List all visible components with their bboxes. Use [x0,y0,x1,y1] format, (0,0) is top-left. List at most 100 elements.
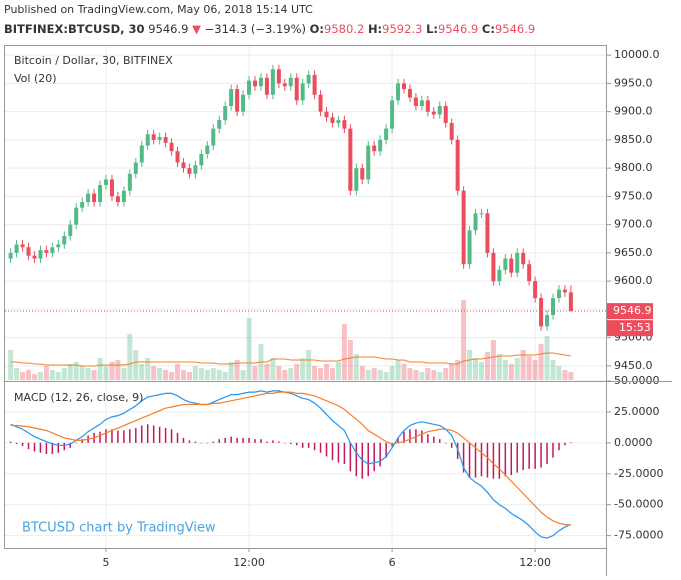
symbol-line: BITFINEX:BTCUSD, 30 9546.9 ▼ −314.3 (−3.… [4,22,535,36]
histogram-bar [248,437,250,443]
volume-bar [347,340,353,380]
candle-body [527,264,532,282]
countdown-label: 15:53 [619,321,651,334]
histogram-bar [510,442,513,476]
histogram-bar [439,439,441,443]
histogram-bar [146,424,149,443]
histogram-bar [51,442,54,454]
histogram-bar [39,442,42,453]
x-tick-label: 5 [103,556,110,569]
histogram-bar [182,437,185,443]
volume-bar [556,366,562,380]
volume-bar [61,368,67,380]
volume-bar [163,370,169,380]
macd-pane-title: MACD (12, 26, close, 9) [14,391,143,404]
countdown-box [607,320,653,337]
histogram-bar [129,429,131,443]
volume-bar [288,368,294,380]
histogram-bar [522,442,524,471]
macd-line [10,390,572,539]
open-value: 9580.2 [324,22,364,36]
histogram-bar [379,442,381,467]
candle-body [515,252,520,273]
histogram-bar [462,442,465,473]
histogram-bar [152,425,155,443]
volume-bar [359,366,365,380]
histogram-bar [123,430,125,443]
candle-body [98,185,103,203]
histogram-bar [331,442,334,461]
histogram-bar [427,434,429,443]
histogram-bar [158,426,161,443]
volume-bar [240,370,246,380]
candle-body [306,74,311,84]
candle-body [288,77,293,87]
candle-body [282,83,287,87]
histogram-bar [486,442,489,478]
histogram-bar [313,442,316,451]
candle-body [384,128,389,140]
volume-bar [198,368,204,380]
y-tick-label: 9450.0 [614,359,653,372]
last-price-label: 9546.9 [613,304,652,317]
histogram-bar [516,442,518,473]
volume-bar [425,368,431,380]
candle-body [163,137,168,143]
candle-body [503,258,508,270]
candle-body [455,139,460,191]
histogram-bar [558,442,560,451]
histogram-bar [337,442,340,463]
volume-bar [335,362,341,380]
candle-body [139,145,144,163]
y-tick-label: -50.0000 [614,498,663,511]
histogram-bar [444,442,447,444]
volume-bar [234,360,240,380]
open-label: O: [310,22,324,36]
volume-bar [389,366,395,380]
volume-bar [180,370,186,380]
histogram-bar [528,442,530,469]
histogram-bar [564,442,566,446]
candle-body [568,292,573,312]
y-tick-label: 9950.0 [614,76,653,89]
candle-body [151,134,156,140]
histogram-bar [224,437,226,443]
candle-body [437,106,442,115]
histogram-bar [391,442,393,447]
y-tick-label: 9650.0 [614,246,653,259]
high-value: 9592.3 [382,22,422,36]
candle-body [115,196,120,203]
histogram-bar [194,441,197,443]
watermark: BTCUSD chart by TradingView [22,521,216,536]
candle-body [473,213,478,231]
volume-bar [443,368,449,380]
histogram-bar [301,442,304,448]
candle-body [157,137,162,140]
candle-body [431,111,436,115]
candle-body [342,120,347,129]
histogram-bar [278,441,280,443]
candle-body [44,250,49,253]
volume-bar [395,360,401,380]
histogram-bar [206,442,209,444]
candle-body [348,128,353,191]
signal-line [10,391,571,526]
candle-body [366,145,371,180]
candle-body [372,145,377,152]
y-tick-label: 9800.0 [614,161,653,174]
y-tick-label: 9850.0 [614,133,653,146]
candle-body [509,258,514,273]
candle-body [121,190,126,203]
candle-body [443,106,448,123]
volume-pane-title: Vol (20) [14,72,57,85]
candle-body [187,168,192,174]
volume-bar [324,364,330,380]
histogram-bar [295,442,298,446]
histogram-bar [367,442,369,477]
candle-body [479,213,484,215]
volume-bar [484,352,490,380]
volume-bar [276,366,282,380]
y-tick-label: 0.0000 [614,436,653,449]
candle-body [449,122,454,140]
volume-bar [502,360,508,380]
